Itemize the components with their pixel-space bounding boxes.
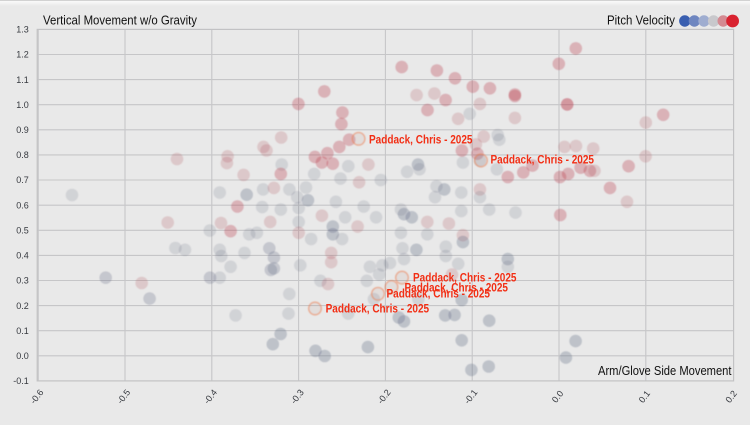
svg-text:-0.1: -0.1 (13, 376, 29, 386)
svg-text:Vertical Movement w/o Gravity: Vertical Movement w/o Gravity (43, 14, 198, 28)
svg-text:0.9: 0.9 (16, 125, 29, 135)
svg-text:0.6: 0.6 (16, 200, 29, 210)
svg-text:Paddack, Chris - 2025: Paddack, Chris - 2025 (387, 288, 491, 301)
svg-text:1.3: 1.3 (16, 25, 29, 35)
svg-text:0.4: 0.4 (16, 251, 29, 261)
svg-text:Paddack, Chris - 2025: Paddack, Chris - 2025 (491, 154, 595, 167)
svg-text:Paddack, Chris - 2025: Paddack, Chris - 2025 (369, 133, 473, 146)
svg-text:0.7: 0.7 (16, 175, 29, 185)
svg-text:0.1: 0.1 (16, 326, 29, 336)
svg-text:Paddack, Chris - 2025: Paddack, Chris - 2025 (413, 272, 517, 285)
svg-text:0.5: 0.5 (16, 226, 29, 236)
svg-text:1.0: 1.0 (16, 100, 29, 110)
svg-text:0.3: 0.3 (16, 276, 29, 286)
svg-text:Paddack, Chris - 2025: Paddack, Chris - 2025 (326, 302, 430, 315)
svg-text:Paddack, Chris - 2025: Paddack, Chris - 2025 (405, 281, 509, 294)
svg-text:0.8: 0.8 (16, 150, 29, 160)
svg-text:0.0: 0.0 (16, 351, 29, 361)
svg-text:1.1: 1.1 (16, 75, 29, 85)
svg-text:1.2: 1.2 (16, 50, 29, 60)
svg-text:Pitch Velocity: Pitch Velocity (607, 14, 676, 28)
svg-text:0.2: 0.2 (16, 301, 29, 311)
svg-text:Arm/Glove Side Movement: Arm/Glove Side Movement (598, 364, 732, 378)
